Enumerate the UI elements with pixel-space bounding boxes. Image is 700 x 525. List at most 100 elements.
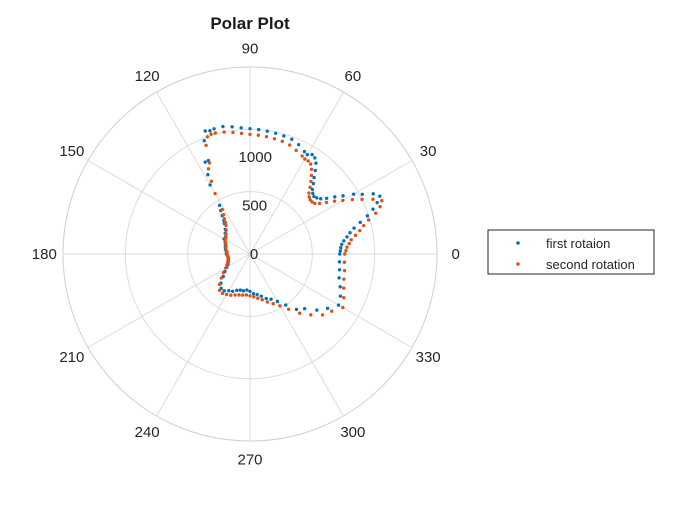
radial-tick-labels: 0 500 1000: [239, 149, 272, 263]
data-point: [324, 196, 329, 201]
data-point: [224, 240, 228, 245]
data-point: [206, 167, 211, 171]
legend-box: [487, 229, 655, 275]
data-point: [352, 226, 356, 230]
data-point: [373, 211, 378, 215]
data-point: [311, 181, 316, 186]
data-point: [294, 307, 299, 312]
data-point: [353, 233, 358, 238]
data-point: [220, 207, 224, 212]
data-point: [229, 293, 233, 297]
data-point: [222, 130, 226, 134]
data-point: [221, 270, 226, 275]
theta-tick-label: 210: [59, 349, 84, 366]
data-point: [230, 125, 234, 129]
data-point: [310, 187, 315, 192]
data-point: [217, 203, 222, 208]
data-point: [314, 161, 318, 165]
data-point: [245, 288, 249, 292]
data-point: [227, 289, 231, 293]
data-point: [265, 300, 270, 304]
data-point: [336, 303, 341, 307]
data-point: [287, 143, 292, 147]
data-point: [340, 242, 344, 247]
data-point: [238, 288, 243, 292]
data-point: [305, 152, 310, 157]
data-point: [224, 223, 228, 228]
data-point: [338, 285, 342, 289]
data-point: [224, 228, 228, 232]
data-point: [231, 130, 235, 135]
data-point: [244, 293, 249, 297]
theta-tick-label: 330: [416, 349, 441, 366]
legend-label: second rotation: [546, 257, 635, 272]
data-point: [208, 183, 212, 187]
data-point: [337, 268, 342, 272]
data-point: [296, 142, 301, 147]
data-point: [348, 231, 352, 235]
data-point: [378, 194, 382, 198]
data-point: [264, 296, 268, 301]
data-point: [358, 228, 362, 233]
data-point: [269, 297, 273, 301]
data-point: [282, 134, 286, 138]
angular-gridline: [249, 253, 413, 348]
series-2: [204, 130, 384, 317]
data-point: [362, 223, 366, 228]
data-point: [239, 126, 243, 130]
data-point: [300, 154, 304, 158]
data-point: [225, 263, 229, 267]
data-point: [209, 132, 213, 136]
data-point: [338, 252, 342, 256]
data-point: [358, 220, 362, 225]
data-point: [349, 238, 353, 242]
data-point: [222, 216, 227, 221]
data-point: [302, 306, 307, 311]
data-point: [202, 139, 206, 143]
data-point: [315, 308, 319, 312]
data-point: [344, 248, 348, 253]
data-point: [378, 204, 382, 209]
data-point: [248, 294, 252, 298]
data-point: [341, 198, 345, 203]
data-point: [275, 299, 280, 304]
theta-tick-label: 90: [242, 40, 259, 57]
data-point: [223, 220, 228, 225]
data-point: [319, 197, 323, 201]
data-point: [223, 237, 227, 242]
data-point: [207, 161, 212, 165]
radial-tick-label: 0: [250, 246, 258, 263]
theta-tick-label: 120: [135, 68, 160, 85]
data-point: [307, 195, 311, 199]
angular-gridline: [249, 91, 344, 255]
data-point: [221, 213, 226, 217]
data-point: [256, 127, 261, 132]
data-point: [312, 194, 316, 199]
theta-tick-label: 180: [32, 246, 57, 263]
data-point: [311, 191, 315, 196]
data-point: [280, 139, 285, 144]
data-point: [365, 214, 370, 218]
data-point: [252, 295, 256, 299]
data-point: [306, 159, 310, 163]
data-point: [371, 197, 375, 201]
data-point: [350, 197, 355, 202]
data-point: [332, 199, 337, 203]
data-point: [308, 185, 312, 189]
data-point: [208, 128, 212, 133]
data-point: [338, 249, 343, 253]
data-point: [341, 194, 345, 198]
data-point: [371, 192, 375, 196]
data-point: [222, 289, 226, 293]
theta-tick-label: 270: [237, 452, 262, 469]
data-point: [224, 266, 228, 270]
data-point: [342, 286, 346, 290]
data-point: [351, 192, 356, 196]
data-point: [217, 282, 222, 287]
legend-marker: [516, 241, 520, 245]
data-point: [310, 152, 314, 157]
data-point: [308, 162, 313, 166]
polar-grid: [62, 66, 438, 442]
data-point: [337, 276, 341, 280]
